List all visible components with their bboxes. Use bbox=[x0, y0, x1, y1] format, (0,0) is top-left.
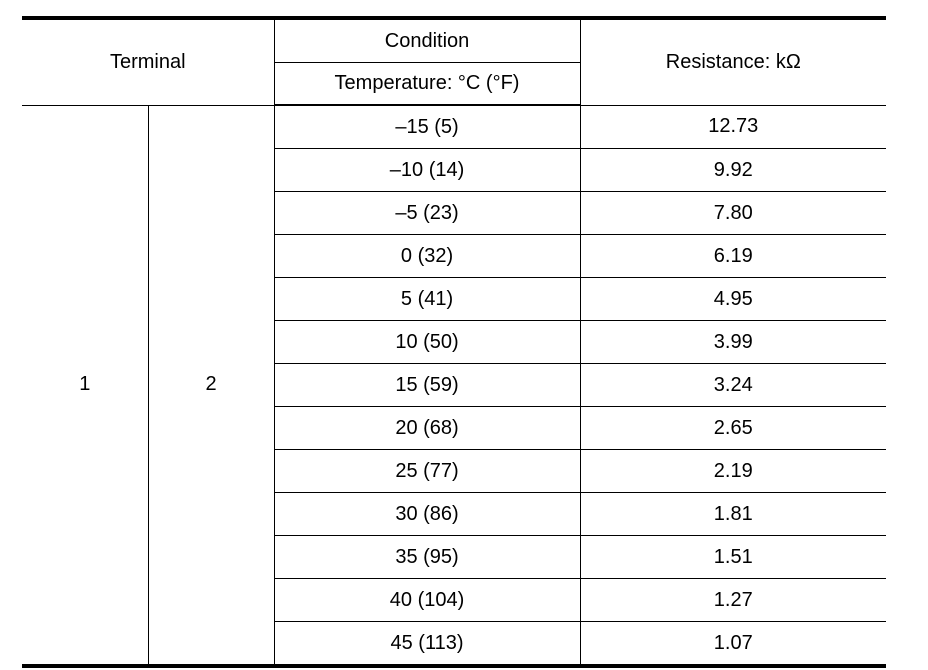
table-row: 45 (113) 1.07 bbox=[22, 621, 887, 667]
resistance-cell: 3.99 bbox=[579, 320, 887, 364]
table-row: 5 (41) 4.95 bbox=[22, 277, 887, 321]
resistance-cell: 2.65 bbox=[579, 406, 887, 450]
resistance-cell: 1.81 bbox=[579, 492, 887, 536]
resistance-cell: 7.80 bbox=[579, 191, 887, 235]
temperature-cell: 10 (50) bbox=[274, 320, 581, 364]
header-row-2: Temperature: °C (°F) bbox=[22, 62, 886, 106]
temperature-cell: 0 (32) bbox=[274, 234, 581, 278]
resistance-cell: 9.92 bbox=[579, 148, 887, 192]
table-row: 1 2 –15 (5) 12.73 bbox=[22, 104, 887, 667]
temperature-cell: –15 (5) bbox=[273, 104, 581, 149]
table-row: 20 (68) 2.65 bbox=[22, 406, 887, 450]
temperature-cell: 30 (86) bbox=[274, 492, 581, 536]
terminal-b-cell: 2 bbox=[147, 104, 275, 667]
resistance-cell: 1.07 bbox=[579, 621, 887, 667]
table-row: 40 (104) 1.27 bbox=[22, 578, 887, 622]
temperature-cell: 20 (68) bbox=[274, 406, 581, 450]
resistance-cell: 4.95 bbox=[579, 277, 887, 321]
table-row: 25 (77) 2.19 bbox=[22, 449, 887, 493]
header-temperature: Temperature: °C (°F) bbox=[274, 62, 581, 106]
header-row-1: Terminal Condition Resistance: kΩ bbox=[22, 17, 887, 106]
table-row: 10 (50) 3.99 bbox=[22, 320, 887, 364]
resistance-cell: 6.19 bbox=[579, 234, 887, 278]
terminal-a-cell: 1 bbox=[22, 104, 149, 667]
header-condition: Condition bbox=[273, 17, 581, 63]
table-row: –10 (14) 9.92 bbox=[22, 148, 887, 192]
temperature-cell: 40 (104) bbox=[274, 578, 581, 622]
temperature-cell: 25 (77) bbox=[274, 449, 581, 493]
resistance-cell: 2.19 bbox=[579, 449, 887, 493]
table-row: 35 (95) 1.51 bbox=[22, 535, 887, 579]
temperature-cell: 5 (41) bbox=[274, 277, 581, 321]
temperature-cell: 35 (95) bbox=[274, 535, 581, 579]
resistance-cell: 1.27 bbox=[579, 578, 887, 622]
resistance-table: Terminal Condition Resistance: kΩ Temper… bbox=[22, 16, 887, 668]
table-row: 30 (86) 1.81 bbox=[22, 492, 887, 536]
header-terminal: Terminal bbox=[22, 17, 275, 106]
table-body: Terminal Condition Resistance: kΩ Temper… bbox=[22, 17, 887, 667]
resistance-cell: 12.73 bbox=[579, 104, 887, 149]
resistance-cell: 3.24 bbox=[579, 363, 887, 407]
temperature-cell: 45 (113) bbox=[274, 621, 581, 667]
resistance-cell: 1.51 bbox=[579, 535, 887, 579]
temperature-cell: –10 (14) bbox=[274, 148, 581, 192]
header-resistance: Resistance: kΩ bbox=[579, 17, 887, 106]
temperature-cell: –5 (23) bbox=[274, 191, 581, 235]
temperature-cell: 15 (59) bbox=[274, 363, 581, 407]
